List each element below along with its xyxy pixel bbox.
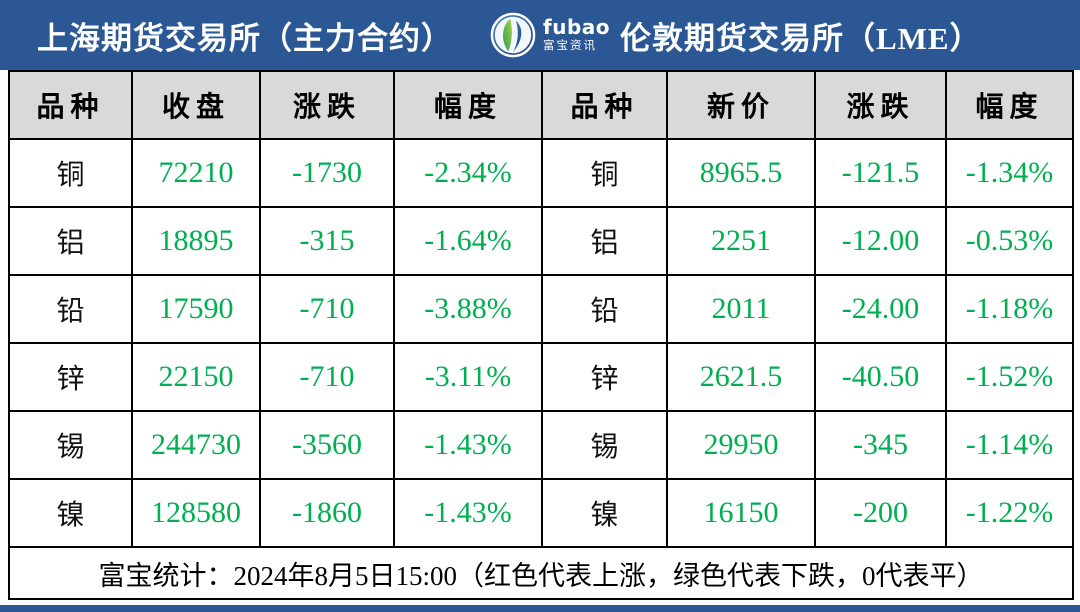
shfe-variety: 铅 (8, 274, 133, 344)
shfe-col-pct: 幅度 (393, 70, 543, 140)
table-row-tin: 锡 244730 -3560 -1.43% 锡 29950 -345 -1.14… (8, 410, 1074, 480)
lme-pct: -1.14% (945, 410, 1074, 480)
shfe-close: 18895 (131, 206, 261, 276)
lme-pct: -1.22% (945, 478, 1074, 548)
shfe-close: 72210 (131, 138, 261, 208)
shfe-pct: -3.11% (393, 342, 543, 412)
top-banner: 上海期货交易所（主力合约） f (0, 0, 1080, 70)
lme-change: -345 (814, 410, 947, 480)
lme-variety: 铝 (541, 206, 668, 276)
lme-price: 2621.5 (666, 342, 816, 412)
shfe-change: -1730 (259, 138, 395, 208)
table-row-nickel: 镍 128580 -1860 -1.43% 镍 16150 -200 -1.22… (8, 478, 1074, 548)
shfe-pct: -2.34% (393, 138, 543, 208)
fubao-logo-word: fubao (543, 15, 610, 40)
lme-pct: -1.34% (945, 138, 1074, 208)
lme-variety: 锌 (541, 342, 668, 412)
lme-title: 伦敦期货交易所（LME） (620, 20, 982, 56)
shfe-variety: 锡 (8, 410, 133, 480)
lme-change: -12.00 (814, 206, 947, 276)
metal-price-table: 品种 收盘 涨跌 幅度 品种 新价 涨跌 幅度 铜 72210 -1730 -2… (8, 70, 1074, 600)
lme-price: 2251 (666, 206, 816, 276)
lme-variety: 锡 (541, 410, 668, 480)
lme-col-variety: 品种 (541, 70, 668, 140)
table-row-lead: 铅 17590 -710 -3.88% 铅 2011 -24.00 -1.18% (8, 274, 1074, 344)
lme-pct: -0.53% (945, 206, 1074, 276)
lme-price: 16150 (666, 478, 816, 548)
shfe-variety: 铜 (8, 138, 133, 208)
shfe-pct: -1.64% (393, 206, 543, 276)
lme-change: -200 (814, 478, 947, 548)
shfe-change: -1860 (259, 478, 395, 548)
fubao-logo: fubao 富宝资讯 (490, 12, 620, 58)
lme-pct: -1.18% (945, 274, 1074, 344)
shfe-pct: -3.88% (393, 274, 543, 344)
lme-col-price: 新价 (666, 70, 816, 140)
shfe-col-variety: 品种 (8, 70, 133, 140)
lme-price: 8965.5 (666, 138, 816, 208)
lme-variety: 镍 (541, 478, 668, 548)
shfe-change: -3560 (259, 410, 395, 480)
shfe-close: 17590 (131, 274, 261, 344)
table-footer-row: 富宝统计：2024年8月5日15:00（红色代表上涨，绿色代表下跌，0代表平） (8, 546, 1074, 600)
lme-price: 29950 (666, 410, 816, 480)
shfe-title: 上海期货交易所（主力合约） (37, 20, 453, 56)
shfe-change: -710 (259, 342, 395, 412)
shfe-variety: 镍 (8, 478, 133, 548)
lme-variety: 铜 (541, 138, 668, 208)
fubao-logo-icon (490, 12, 536, 58)
table-row-aluminum: 铝 18895 -315 -1.64% 铝 2251 -12.00 -0.53% (8, 206, 1074, 276)
shfe-change: -315 (259, 206, 395, 276)
lme-col-change: 涨跌 (814, 70, 947, 140)
shfe-close: 244730 (131, 410, 261, 480)
shfe-pct: -1.43% (393, 410, 543, 480)
table-header-row: 品种 收盘 涨跌 幅度 品种 新价 涨跌 幅度 (8, 70, 1074, 140)
shfe-pct: -1.43% (393, 478, 543, 548)
lme-variety: 铅 (541, 274, 668, 344)
shfe-variety: 锌 (8, 342, 133, 412)
shfe-variety: 铝 (8, 206, 133, 276)
shfe-col-close: 收盘 (131, 70, 261, 140)
stats-footer-text: 富宝统计：2024年8月5日15:00（红色代表上涨，绿色代表下跌，0代表平） (8, 546, 1074, 600)
table-row-copper: 铜 72210 -1730 -2.34% 铜 8965.5 -121.5 -1.… (8, 138, 1074, 208)
lme-price: 2011 (666, 274, 816, 344)
lme-change: -121.5 (814, 138, 947, 208)
fubao-logo-text: fubao 富宝资讯 (543, 15, 610, 53)
lme-change: -24.00 (814, 274, 947, 344)
shfe-col-change: 涨跌 (259, 70, 395, 140)
lme-pct: -1.52% (945, 342, 1074, 412)
shfe-change: -710 (259, 274, 395, 344)
table-row-zinc: 锌 22150 -710 -3.11% 锌 2621.5 -40.50 -1.5… (8, 342, 1074, 412)
lme-change: -40.50 (814, 342, 947, 412)
fubao-logo-subtext: 富宝资讯 (543, 40, 597, 53)
bottom-blue-strip (0, 605, 1080, 612)
shfe-close: 128580 (131, 478, 261, 548)
shfe-close: 22150 (131, 342, 261, 412)
lme-col-pct: 幅度 (945, 70, 1074, 140)
